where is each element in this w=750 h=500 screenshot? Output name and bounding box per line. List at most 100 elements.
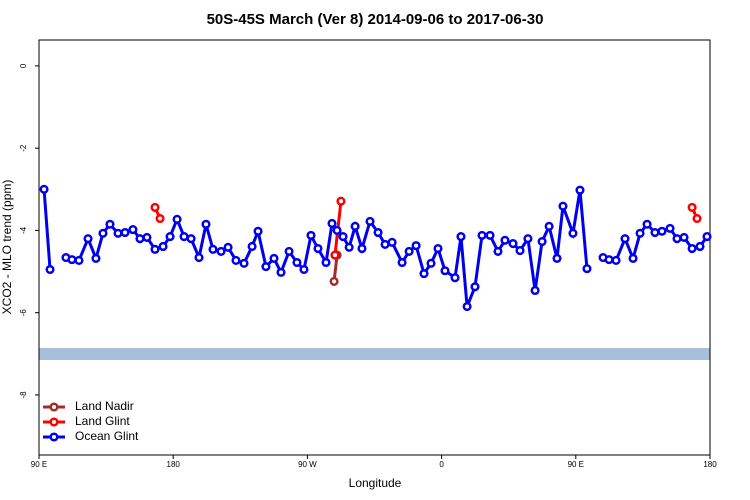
- data-point: [239, 258, 249, 268]
- data-point: [357, 243, 367, 254]
- data-point: [83, 234, 93, 244]
- x-axis-label: Longitude: [349, 476, 402, 490]
- data-point: [194, 253, 204, 263]
- plot-frame: [38, 39, 711, 456]
- data-point: [128, 225, 138, 235]
- data-point: [269, 253, 279, 263]
- data-point: [470, 282, 480, 292]
- series-line: [42, 189, 709, 308]
- data-point: [172, 214, 182, 224]
- data-point: [687, 243, 697, 254]
- data-point: [201, 219, 211, 229]
- x-tick-label: 90 W: [298, 460, 317, 469]
- data-point: [456, 232, 466, 242]
- data-point: [223, 242, 233, 252]
- data-point: [39, 184, 49, 194]
- legend-marker: [49, 432, 59, 442]
- data-point: [530, 285, 540, 296]
- data-point: [284, 246, 294, 256]
- data-point: [330, 250, 340, 260]
- data-point: [142, 232, 152, 242]
- data-point: [155, 213, 165, 224]
- data-point: [91, 253, 101, 263]
- legend-label: Land Glint: [75, 414, 130, 428]
- data-point: [292, 257, 302, 268]
- data-point: [98, 228, 108, 238]
- data-point: [113, 228, 123, 238]
- data-point: [306, 230, 316, 240]
- data-point: [329, 276, 339, 286]
- data-point: [135, 234, 145, 244]
- data-point: [299, 264, 309, 275]
- data-point: [702, 232, 712, 242]
- x-tick-label: 0: [439, 460, 444, 469]
- chart-title: 50S-45S March (Ver 8) 2014-09-06 to 2017…: [207, 11, 544, 28]
- data-point: [611, 255, 621, 266]
- data-point: [604, 255, 614, 265]
- data-point: [336, 196, 346, 206]
- data-point: [462, 301, 472, 312]
- data-point: [544, 221, 554, 231]
- data-point: [332, 225, 342, 235]
- surface-band: [39, 348, 710, 360]
- data-point: [338, 232, 348, 242]
- data-point: [635, 228, 645, 238]
- data-point: [537, 236, 547, 247]
- data-point: [150, 244, 160, 254]
- data-point: [208, 244, 218, 254]
- data-point: [120, 227, 130, 238]
- x-tick-label: 90 E: [31, 460, 47, 469]
- data-point: [552, 253, 562, 263]
- data-point: [261, 262, 271, 272]
- data-point: [411, 241, 421, 251]
- data-point: [373, 227, 383, 238]
- data-point: [426, 258, 436, 268]
- data-point: [628, 253, 638, 263]
- data-point: [387, 237, 397, 247]
- data-point: [365, 216, 375, 226]
- data-point: [672, 234, 682, 244]
- y-tick-label: -6: [19, 309, 28, 317]
- data-point: [350, 221, 360, 231]
- data-point: [165, 232, 175, 242]
- data-point: [695, 241, 705, 252]
- data-point: [404, 246, 414, 256]
- data-point: [216, 246, 226, 256]
- legend-marker: [49, 417, 59, 427]
- data-point: [179, 232, 189, 242]
- data-point: [642, 219, 652, 229]
- legend-label: Land Nadir: [75, 399, 134, 413]
- data-point: [433, 243, 443, 254]
- data-point: [67, 255, 77, 265]
- data-point: [247, 241, 257, 252]
- data-point: [327, 218, 337, 228]
- data-point: [523, 234, 533, 244]
- data-point: [158, 241, 168, 252]
- data-point: [500, 235, 510, 245]
- data-point: [397, 257, 407, 268]
- series-line: [153, 201, 699, 256]
- data-point: [582, 264, 592, 274]
- x-tick-label: 180: [167, 460, 181, 469]
- y-axis-label: XCO2 - MLO trend (ppm): [0, 180, 14, 315]
- data-point: [231, 255, 241, 266]
- data-point: [419, 269, 429, 279]
- data-point: [105, 219, 115, 229]
- data-point: [74, 255, 84, 266]
- data-point: [485, 230, 495, 240]
- data-point: [508, 239, 518, 249]
- data-point: [558, 201, 568, 211]
- y-tick-label: -8: [19, 391, 28, 399]
- data-point: [477, 230, 487, 240]
- data-point: [650, 227, 660, 238]
- data-point: [493, 246, 503, 256]
- data-point: [657, 226, 667, 236]
- data-point: [253, 226, 263, 236]
- data-point: [150, 202, 160, 212]
- data-point: [380, 239, 390, 249]
- x-tick-label: 90 E: [568, 460, 584, 469]
- data-point: [515, 246, 525, 256]
- legend-label: Ocean Glint: [75, 429, 139, 443]
